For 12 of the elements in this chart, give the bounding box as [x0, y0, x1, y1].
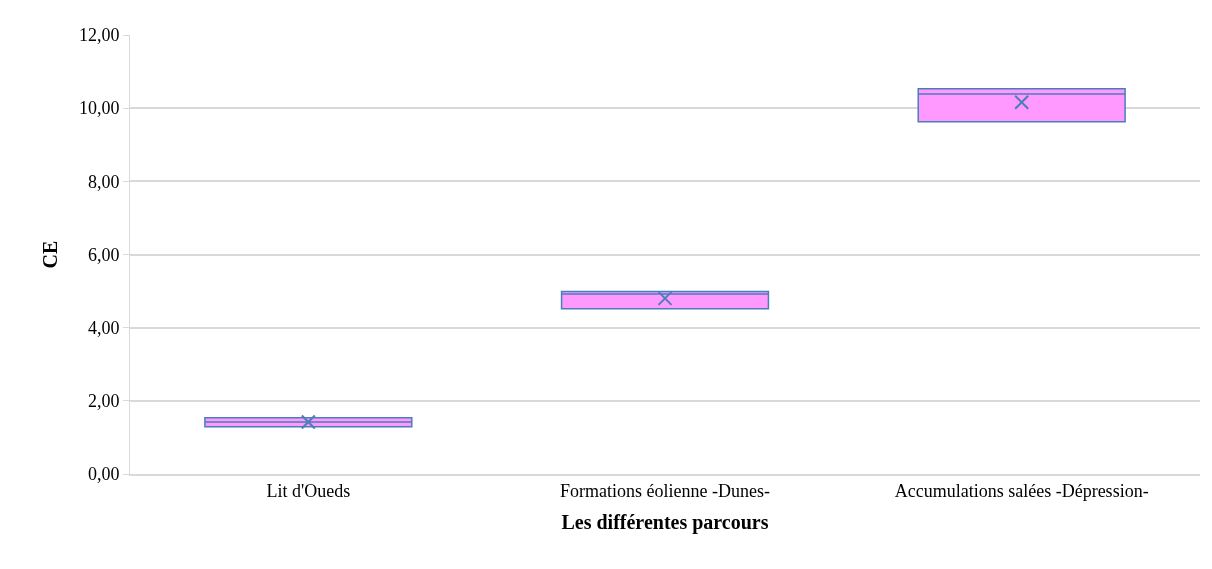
x-tick-label: Formations éolienne -Dunes-	[560, 481, 770, 502]
y-tick-label: 2,00	[87, 391, 120, 412]
y-tick-label: 8,00	[87, 171, 120, 192]
x-axis-title: Les différentes parcours	[561, 511, 769, 535]
y-tick-label: 0,00	[87, 464, 120, 485]
x-tick-label: Lit d'Oueds	[266, 481, 351, 502]
y-tick-label: 10,00	[78, 98, 120, 119]
y-axis-title: CE	[39, 240, 62, 269]
y-tick-label: 6,00	[87, 244, 120, 265]
y-tick-label: 4,00	[87, 317, 120, 338]
y-tick-label: 12,00	[78, 25, 120, 46]
x-tick-label: Accumulations salées -Dépression-	[894, 481, 1149, 502]
